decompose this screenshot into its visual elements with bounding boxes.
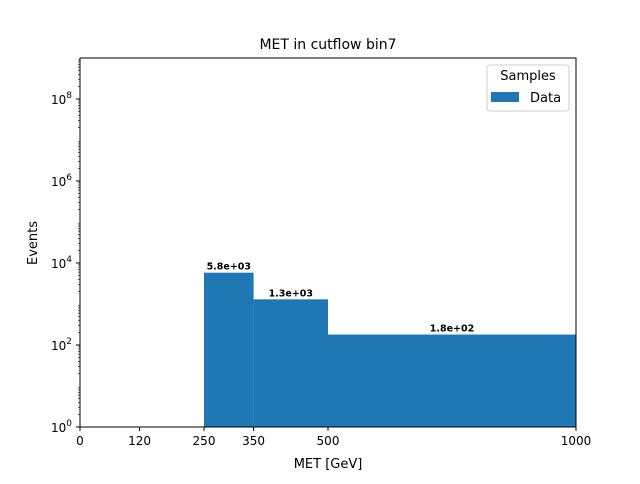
x-axis-label: MET [GeV] [294,457,363,472]
x-tick-label: 0 [76,434,84,448]
histogram-bar [328,334,576,427]
x-tick-label: 120 [128,434,151,448]
legend-label-data: Data [530,91,561,106]
x-tick-label: 250 [193,434,216,448]
y-tick-label: 100 [51,419,72,435]
bars-layer [204,272,576,427]
legend-swatch-data [491,92,519,102]
bar-labels-layer: 5.8e+03 1.3e+03 1.8e+02 [207,262,475,335]
bar-value-label: 5.8e+03 [207,262,251,273]
x-tick-label: 350 [242,434,265,448]
bar-value-label: 1.8e+02 [430,324,474,335]
x-axis: 0 120 250 350 500 1000 [76,427,591,448]
y-axis-label: Events [26,221,41,265]
y-tick-label: 108 [51,91,72,107]
bar-value-label: 1.3e+03 [269,288,313,299]
x-tick-label: 1000 [561,434,592,448]
legend-title: Samples [500,69,556,84]
y-tick-label: 104 [51,255,72,271]
legend: Samples Data [486,64,570,112]
x-tick-label: 500 [317,434,340,448]
y-tick-label: 102 [51,337,72,353]
chart-title: MET in cutflow bin7 [259,37,396,53]
y-tick-label: 106 [51,173,72,189]
y-axis: 100 102 104 106 108 [51,59,80,435]
histogram-bar [204,272,254,427]
histogram-bar [253,299,328,427]
